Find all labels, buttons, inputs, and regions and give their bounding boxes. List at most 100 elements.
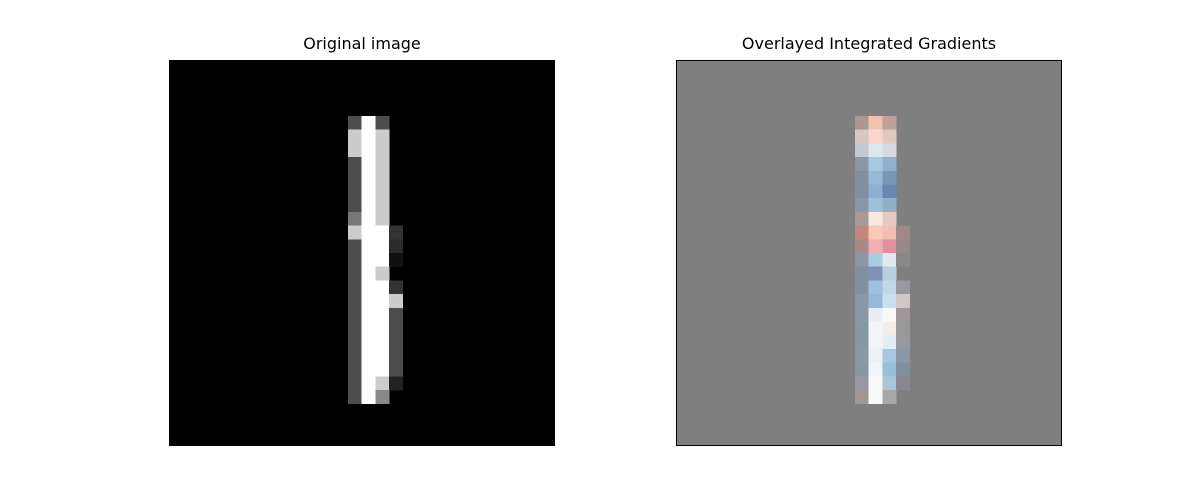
original-image-pixel — [348, 211, 363, 226]
original-image-pixel — [375, 170, 390, 185]
overlay-image-pixel — [855, 362, 870, 377]
original-image-pixel — [348, 390, 363, 405]
original-image-pixel — [348, 307, 363, 322]
overlay-image-pixel — [855, 390, 870, 405]
overlay-image-pixel — [882, 170, 897, 185]
overlay-image-pixel — [855, 184, 870, 199]
original-image-pixel — [375, 348, 390, 363]
original-image-pixel — [389, 280, 404, 295]
overlay-image-pixel — [896, 362, 911, 377]
original-image-pixel — [375, 362, 390, 377]
overlay-image-pixel — [896, 280, 911, 295]
overlay-image-pixel — [855, 280, 870, 295]
original-image-pixel — [361, 143, 376, 158]
original-image-pixel — [375, 184, 390, 199]
overlay-image-pixel — [855, 239, 870, 254]
original-image-pixel — [375, 294, 390, 309]
overlay-image-pixel — [855, 321, 870, 336]
original-image-pixel — [348, 184, 363, 199]
original-image-pixel — [375, 376, 390, 391]
original-image-pixel — [361, 376, 376, 391]
overlay-image-pixel — [868, 184, 883, 199]
overlay-image-pixel — [855, 294, 870, 309]
original-image-pixel — [361, 253, 376, 268]
original-image-pixel — [361, 294, 376, 309]
original-image-pixel — [375, 280, 390, 295]
original-image-pixel — [375, 266, 390, 281]
overlay-image-pixel — [868, 362, 883, 377]
original-image-pixel — [361, 225, 376, 240]
original-image-pixel — [361, 266, 376, 281]
overlay-image-pixel — [896, 225, 911, 240]
original-image-pixel — [361, 116, 376, 131]
overlay-image-pixel — [882, 211, 897, 226]
original-image-pixel — [348, 294, 363, 309]
overlay-image-pixel — [896, 348, 911, 363]
original-image-pixel — [389, 335, 404, 350]
original-image-pixel — [375, 239, 390, 254]
original-image-pixel — [348, 266, 363, 281]
original-image-pixel — [389, 376, 404, 391]
overlay-image-pixel — [855, 335, 870, 350]
overlay-image-pixel — [868, 143, 883, 158]
overlay-image-pixel — [882, 198, 897, 213]
overlay-image-pixel — [882, 280, 897, 295]
overlay-image-pixel — [868, 307, 883, 322]
overlay-image-pixel — [882, 390, 897, 405]
original-image-pixel — [375, 211, 390, 226]
overlay-image-pixel — [868, 348, 883, 363]
original-image-pixel — [361, 280, 376, 295]
overlay-image-pixel — [868, 116, 883, 131]
original-image-pixel — [389, 225, 404, 240]
overlay-image-pixel — [868, 376, 883, 391]
overlay-image-pixel — [882, 143, 897, 158]
overlay-image-pixel — [882, 129, 897, 144]
overlay-image-pixel — [896, 239, 911, 254]
original-image-pixel — [348, 143, 363, 158]
original-image-pixel — [361, 170, 376, 185]
original-image-title: Original image — [303, 34, 421, 53]
overlay-image-canvas — [677, 61, 1061, 445]
original-image-pixel — [348, 225, 363, 240]
overlay-image-pixel — [855, 348, 870, 363]
original-image-pixel — [375, 390, 390, 405]
original-image-pixel — [348, 157, 363, 172]
original-image-pixel — [361, 198, 376, 213]
overlay-image-pixel — [855, 170, 870, 185]
overlay-image-pixel — [882, 253, 897, 268]
overlay-image-pixel — [896, 253, 911, 268]
overlay-image-pixel — [868, 239, 883, 254]
overlay-image-pixel — [896, 376, 911, 391]
original-image-pixel — [375, 321, 390, 336]
original-image-pixel — [361, 129, 376, 144]
original-image-pixel — [361, 157, 376, 172]
original-image-pixel — [361, 335, 376, 350]
overlay-image-pixel — [855, 143, 870, 158]
original-image-pixel — [389, 307, 404, 322]
overlay-image-title: Overlayed Integrated Gradients — [741, 34, 997, 53]
original-image-pixel — [375, 307, 390, 322]
original-image-pixel — [375, 225, 390, 240]
original-image-pixel — [361, 321, 376, 336]
original-image-pixel — [348, 116, 363, 131]
original-image-pixel — [361, 239, 376, 254]
overlay-image-pixel — [882, 362, 897, 377]
overlay-image-pixel — [868, 294, 883, 309]
overlay-image-pixel — [868, 253, 883, 268]
original-image-pixel — [348, 129, 363, 144]
overlay-image-pixel — [855, 225, 870, 240]
original-image-pixel — [361, 184, 376, 199]
overlay-image-pixel — [868, 198, 883, 213]
overlay-image-axes — [676, 60, 1062, 446]
original-image-pixel — [348, 335, 363, 350]
original-image-pixel — [375, 143, 390, 158]
overlay-image-pixel — [882, 266, 897, 281]
overlay-image-pixel — [882, 184, 897, 199]
original-image-pixel — [348, 280, 363, 295]
original-image-pixel — [389, 362, 404, 377]
original-image-pixel — [361, 362, 376, 377]
overlay-image-pixel — [868, 129, 883, 144]
overlay-image-pixel — [882, 157, 897, 172]
original-image-canvas — [170, 61, 554, 445]
original-image-pixel — [348, 239, 363, 254]
